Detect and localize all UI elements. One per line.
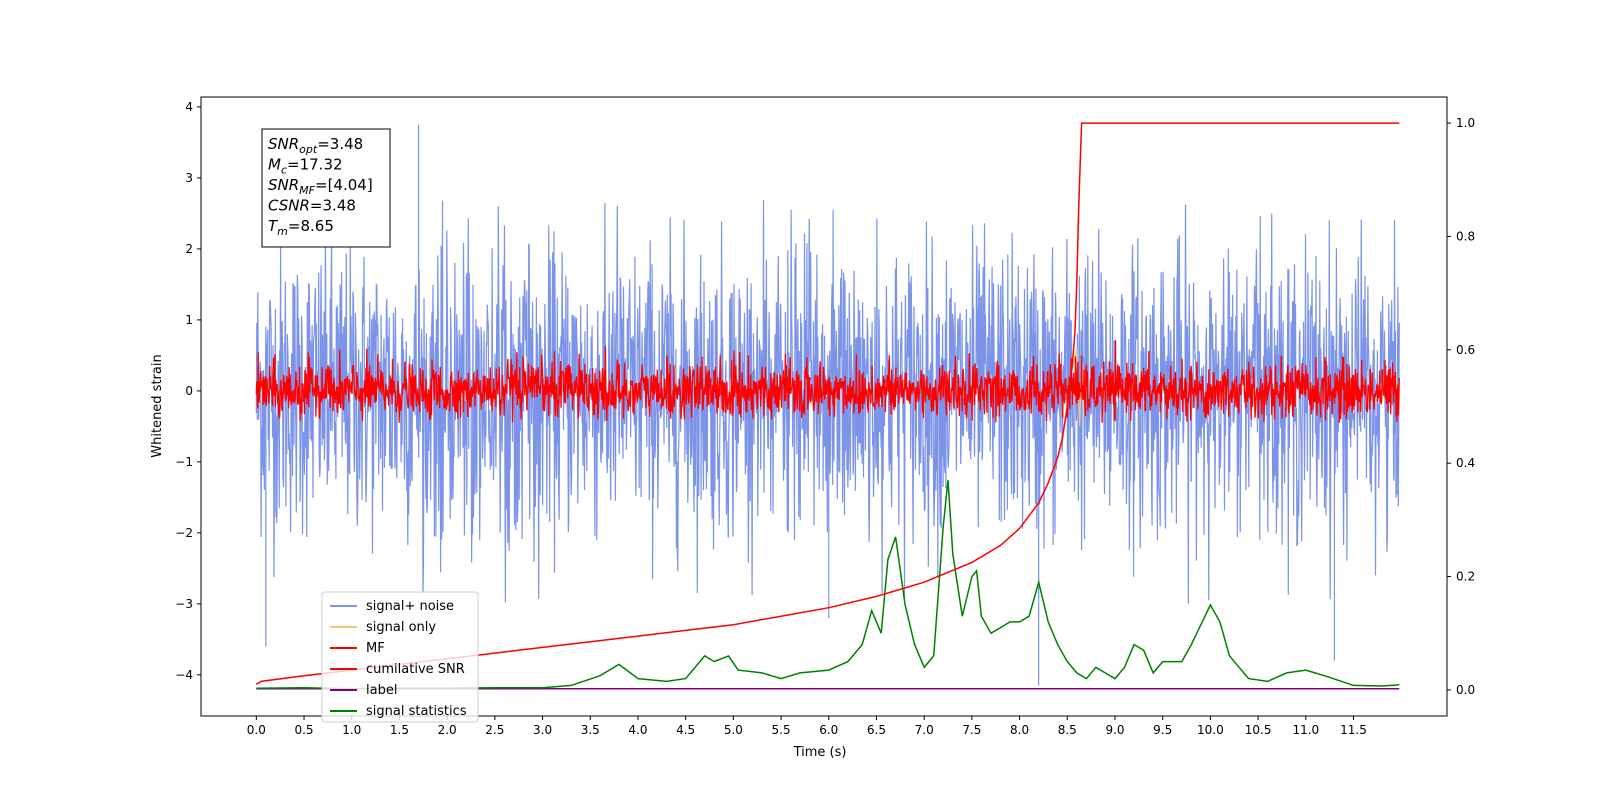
y-tick-label: 0 xyxy=(185,384,193,398)
legend-label: MF xyxy=(366,641,385,656)
legend-label: label xyxy=(366,683,397,698)
x-tick-label: 0.0 xyxy=(247,723,266,737)
legend-label: signal statistics xyxy=(366,704,467,719)
legend-label: cumilative SNR xyxy=(366,662,465,677)
annotation-line: Tm=8.65 xyxy=(268,217,334,238)
legend-label: signal+ noise xyxy=(366,599,454,614)
x-tick-label: 1.0 xyxy=(342,723,361,737)
x-tick-label: 9.0 xyxy=(1105,723,1124,737)
right-y-tick-label: 0.2 xyxy=(1456,570,1475,584)
annotation-line: SNRMF=[4.04] xyxy=(268,176,373,197)
x-tick-label: 2.0 xyxy=(438,723,457,737)
y-tick-label: −3 xyxy=(175,597,193,611)
x-tick-label: 0.5 xyxy=(294,723,313,737)
plot-frame xyxy=(200,96,1448,717)
x-tick-label: 3.0 xyxy=(533,723,552,737)
series-mf xyxy=(255,340,1400,423)
y-tick-label: −4 xyxy=(175,668,193,682)
right-y-tick-label: 1.0 xyxy=(1456,116,1475,130)
x-tick-label: 1.5 xyxy=(390,723,409,737)
y-tick-label: −1 xyxy=(175,455,193,469)
x-tick-label: 7.0 xyxy=(915,723,934,737)
y-tick-label: −2 xyxy=(175,526,193,540)
x-tick-label: 4.5 xyxy=(676,723,695,737)
annotation-box: SNRopt=3.48Mc=17.32SNRMF=[4.04]CSNR=3.48… xyxy=(261,128,391,248)
annotation-line: SNRopt=3.48 xyxy=(268,135,363,156)
y-tick-label: 2 xyxy=(185,242,193,256)
right-y-axis-ticks: 1.0 0.8 0.6 0.4 0.2 0.0 xyxy=(1447,116,1475,697)
right-y-tick-label: 0.8 xyxy=(1456,229,1475,243)
x-tick-label: 8.5 xyxy=(1058,723,1077,737)
y-tick-label: 1 xyxy=(185,313,193,327)
x-tick-label: 7.5 xyxy=(962,723,981,737)
y-axis-ticks: 4 3 2 1 0 −1 −2 −3 −4 xyxy=(175,100,201,682)
right-y-tick-label: 0.0 xyxy=(1456,683,1475,697)
x-tick-label: 11.0 xyxy=(1292,723,1319,737)
right-y-tick-label: 0.4 xyxy=(1456,456,1475,470)
y-axis-label: Whitened strain xyxy=(150,354,165,457)
x-axis-label: Time (s) xyxy=(793,745,847,760)
x-tick-label: 10.5 xyxy=(1245,723,1272,737)
x-axis-ticks: 0.0 0.5 1.0 1.5 2.0 2.5 3.0 3.5 4.0 4.5 5.0 5.5 6.0 6… xyxy=(247,716,1367,737)
x-tick-label: 5.0 xyxy=(724,723,743,737)
x-tick-label: 6.0 xyxy=(819,723,838,737)
x-tick-label: 11.5 xyxy=(1340,723,1367,737)
right-y-tick-label: 0.6 xyxy=(1456,343,1475,357)
annotation-line: Mc=17.32 xyxy=(268,156,343,177)
series-signal-statistics xyxy=(256,480,1400,690)
series-signal-noise xyxy=(255,199,1400,604)
annotation-line: CSNR=3.48 xyxy=(268,197,356,215)
x-tick-label: 4.0 xyxy=(628,723,647,737)
x-tick-label: 6.5 xyxy=(867,723,886,737)
x-tick-label: 3.5 xyxy=(581,723,600,737)
x-tick-label: 9.5 xyxy=(1153,723,1172,737)
x-tick-label: 5.5 xyxy=(772,723,791,737)
series-signal-only xyxy=(1071,348,1086,427)
x-tick-label: 10.0 xyxy=(1197,723,1224,737)
legend: signal+ noise signal only MF cumilative SNR… xyxy=(321,591,479,723)
y-tick-label: 3 xyxy=(185,171,193,185)
legend-label: signal only xyxy=(366,620,436,635)
x-tick-label: 8.0 xyxy=(1010,723,1029,737)
x-tick-label: 2.5 xyxy=(485,723,504,737)
y-tick-label: 4 xyxy=(185,100,193,114)
